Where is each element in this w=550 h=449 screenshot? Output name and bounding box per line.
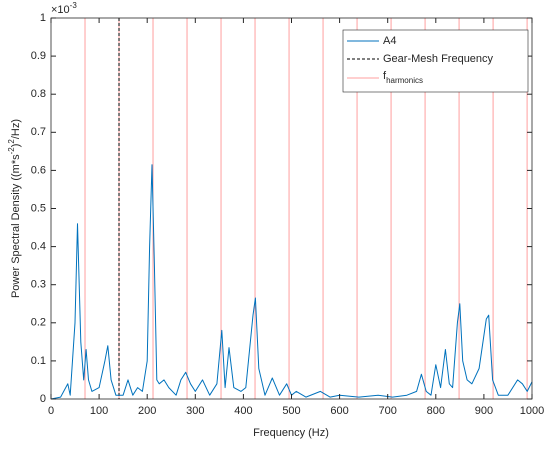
y-axis-label-part: 2 <box>7 139 16 144</box>
x-tick-label: 100 <box>90 405 108 417</box>
x-tick-label: 800 <box>427 405 445 417</box>
y-tick-label: 1 <box>40 12 46 24</box>
legend-label-part: f <box>383 70 387 82</box>
x-tick-label: 0 <box>48 405 54 417</box>
y-tick-label: 0.9 <box>31 50 46 62</box>
x-tick-label: 200 <box>138 405 156 417</box>
y-axis-label-part: -2 <box>7 147 16 155</box>
x-tick-label: 700 <box>379 405 397 417</box>
legend-label: Gear-Mesh Frequency <box>383 53 494 65</box>
y-axis-label: Power Spectral Density ((m*s-2)2/Hz) <box>7 119 22 298</box>
y-exponent-part: -3 <box>70 1 78 10</box>
y-tick-label: 0.2 <box>31 317 46 329</box>
y-tick-label: 0.1 <box>31 355 46 367</box>
y-axis-label-part: /Hz) <box>10 119 22 139</box>
y-axis-label-part: Power Spectral Density ((m*s <box>10 154 22 298</box>
x-tick-label: 600 <box>330 405 348 417</box>
y-tick-label: 0 <box>40 393 46 405</box>
x-axis-label: Frequency (Hz) <box>253 427 329 439</box>
y-exponent-part: ×10 <box>51 4 70 16</box>
y-tick-label: 0.8 <box>31 88 46 100</box>
x-tick-label: 900 <box>475 405 493 417</box>
x-tick-label: 500 <box>282 405 300 417</box>
data-line <box>50 164 533 400</box>
legend-box <box>342 29 529 93</box>
y-tick-label: 0.5 <box>31 202 46 214</box>
y-tick-label: 0.3 <box>31 279 46 291</box>
legend-label: fharmonics <box>383 70 423 85</box>
legend-label-part: harmonics <box>386 76 423 85</box>
y-tick-label: 0.7 <box>31 126 46 138</box>
y-tick-label: 0.6 <box>31 164 46 176</box>
y-exponent: ×10-3 <box>51 1 77 16</box>
x-tick-label: 1000 <box>520 405 544 417</box>
legend-label: A4 <box>383 35 396 47</box>
x-tick-label: 400 <box>234 405 252 417</box>
y-axis-label-part: ) <box>10 144 22 148</box>
y-tick-label: 0.4 <box>31 241 46 253</box>
x-tick-label: 300 <box>186 405 204 417</box>
